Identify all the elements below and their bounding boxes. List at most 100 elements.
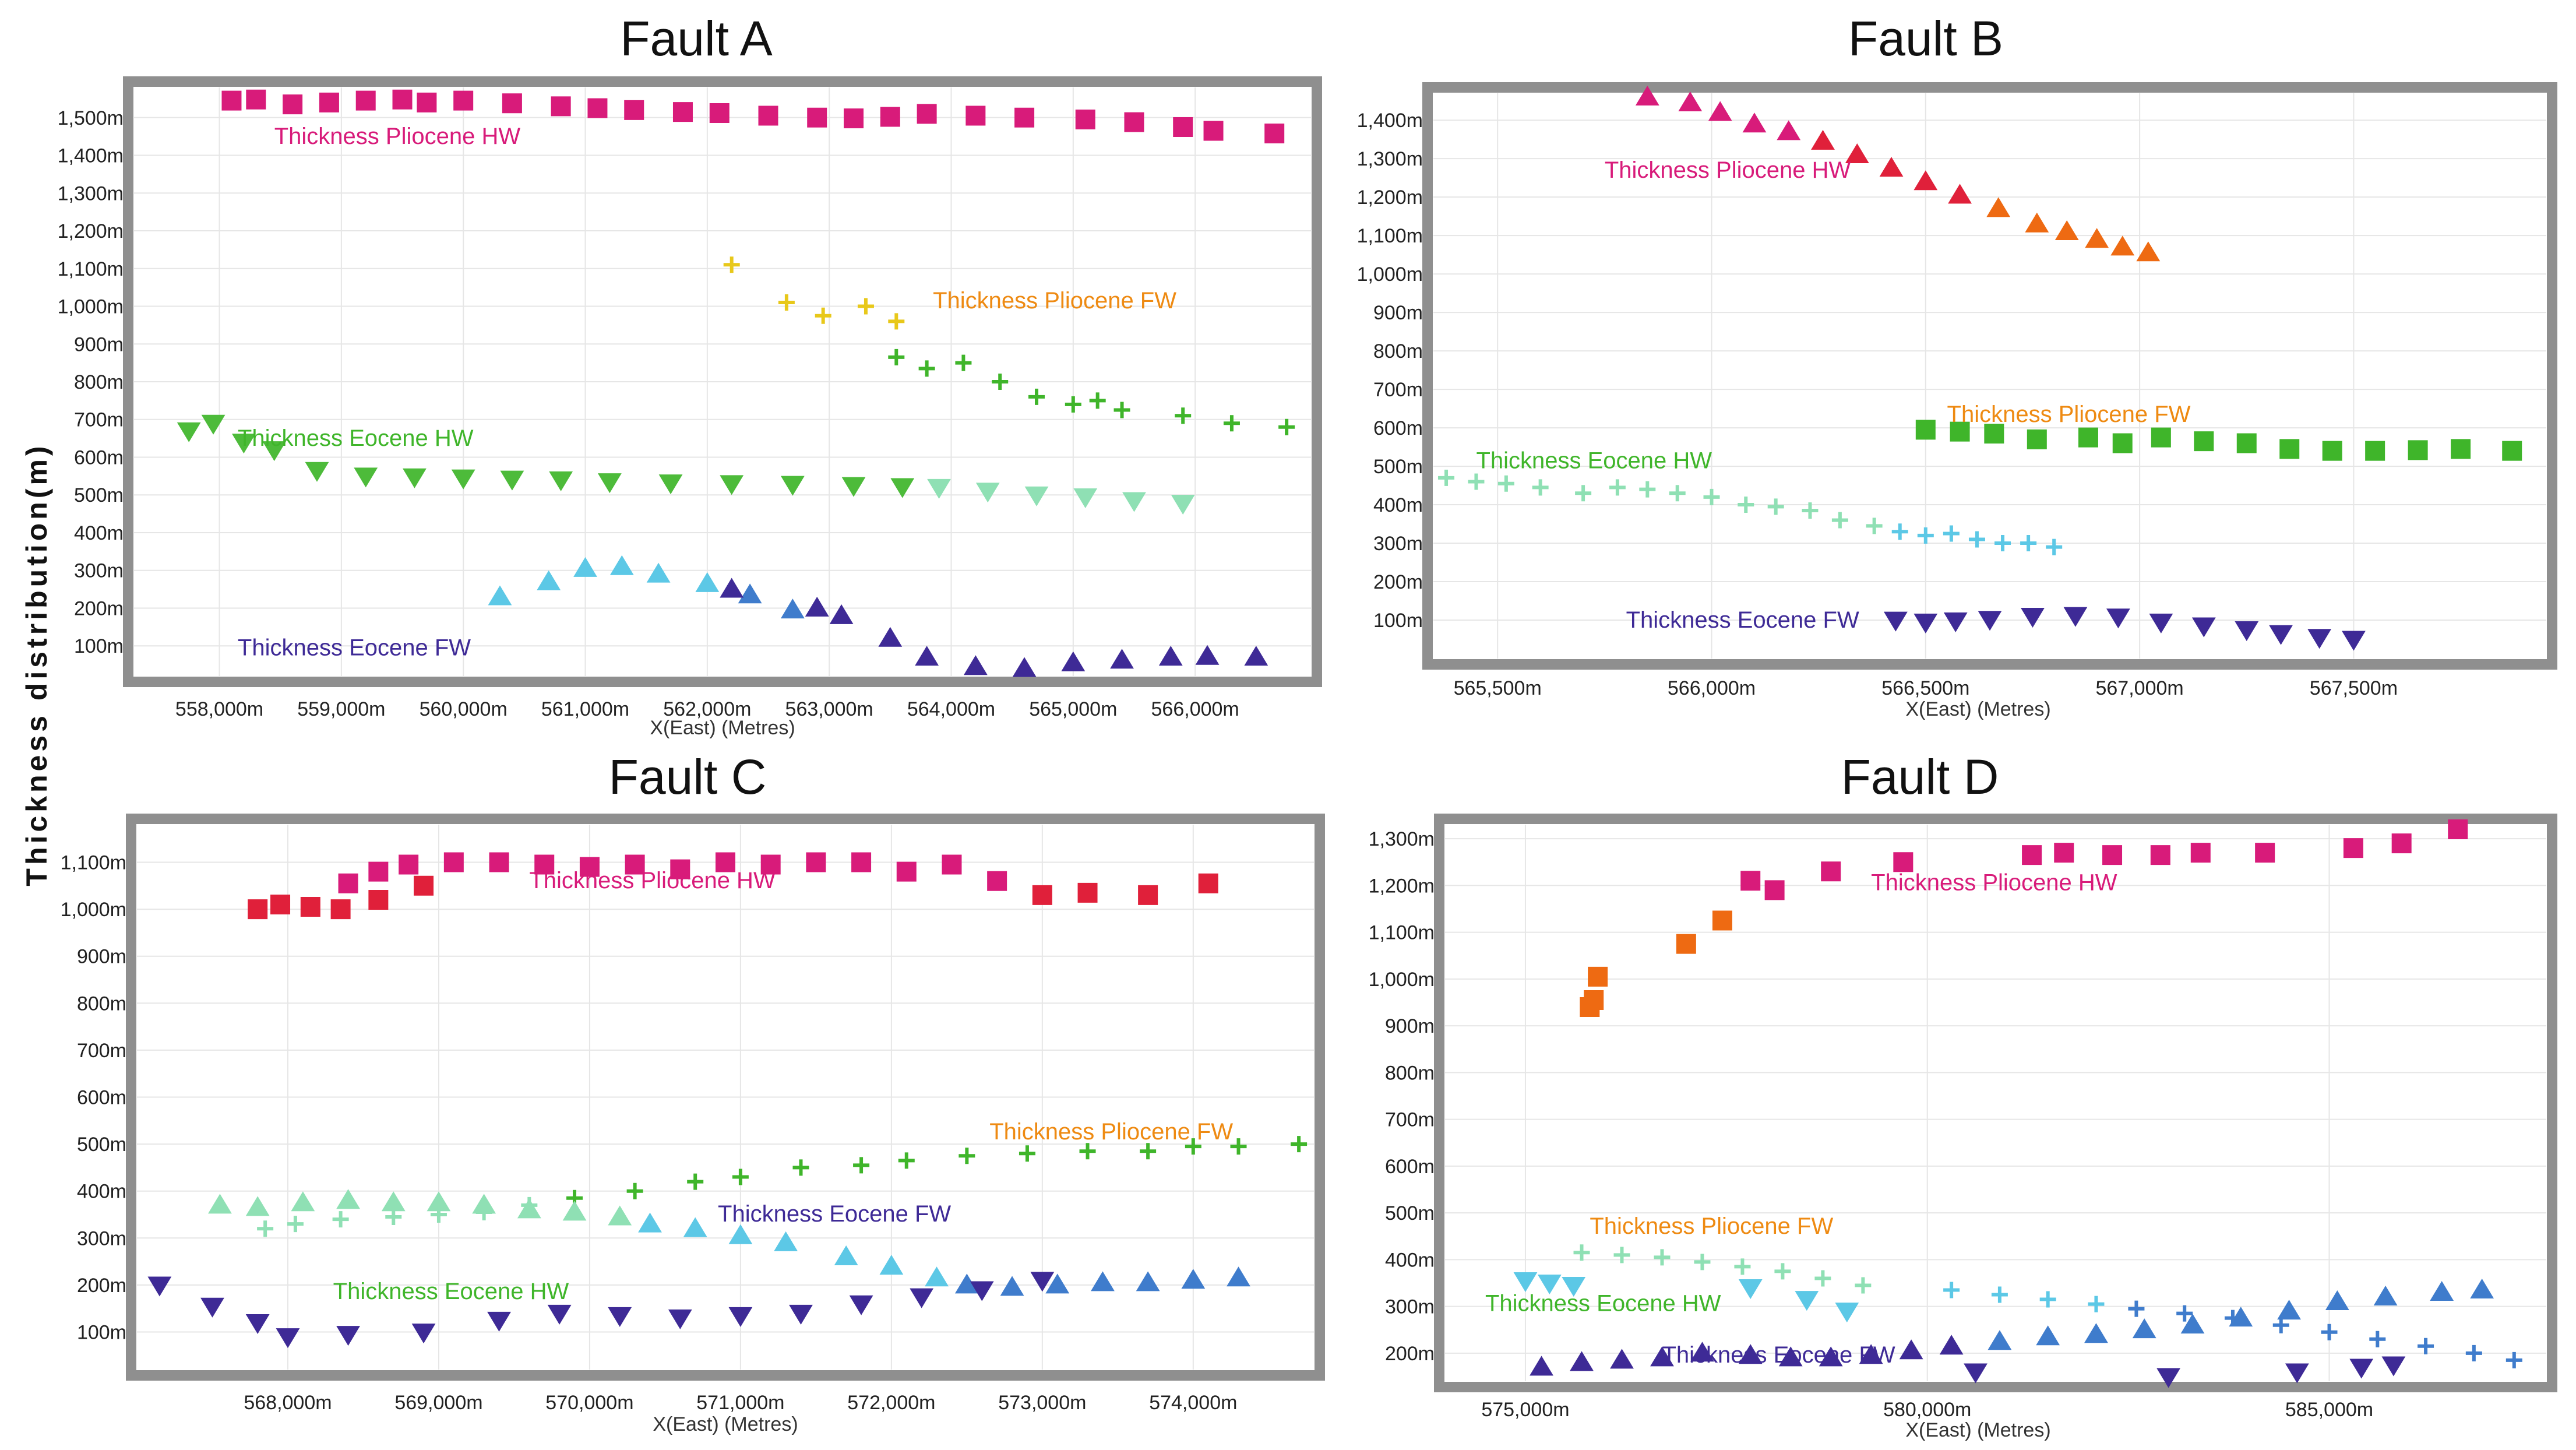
fault-a-point (807, 107, 827, 128)
fault-d-point (2128, 1300, 2145, 1317)
fault-a-point (1073, 488, 1098, 509)
fault-a-x-tick-label: 564,000m (907, 698, 995, 720)
fault-d-y-tick-label: 400m (1385, 1249, 1435, 1271)
fault-c-point (732, 1169, 749, 1185)
fault-d-point (1943, 1282, 1960, 1298)
fault-d-point (1774, 1263, 1791, 1280)
fault-c-point (287, 1216, 304, 1233)
fault-c-x-tick-label: 571,000m (696, 1392, 784, 1414)
fault-a-data-points (177, 89, 1295, 677)
fault-c-series (566, 1136, 1308, 1206)
fault-d-point (2430, 1280, 2454, 1301)
fault-a-y-tick-label: 600m (74, 446, 124, 469)
fault-c-point (208, 1194, 232, 1214)
fault-a-point (917, 104, 937, 124)
fault-c-point (332, 1211, 349, 1228)
fault-c-point (1185, 1138, 1201, 1155)
fault-d-x-tick-label: 575,000m (1481, 1399, 1569, 1421)
fault-a-point (890, 478, 915, 498)
fault-b-point (1948, 184, 1972, 204)
fault-d-point (2349, 1359, 2374, 1379)
fault-c-point (414, 875, 434, 896)
fault-c-point (987, 871, 1007, 891)
fault-d-y-tick-label: 900m (1385, 1015, 1435, 1037)
fault-d-y-tick-label: 300m (1385, 1296, 1435, 1318)
fault-b-point (2063, 607, 2088, 627)
fault-c-series-label: Thickness Pliocene HW (529, 868, 776, 893)
fault-d-point (1939, 1335, 1964, 1355)
fault-a-panel: Fault A X(East) (Metres) 558,000m 559,000… (58, 11, 1322, 739)
fault-a-y-tick-label: 900m (74, 333, 124, 356)
fault-d-point (1859, 1344, 1883, 1364)
fault-c-point (147, 1276, 172, 1297)
fault-a-series (488, 555, 720, 606)
fault-a-x-tick-label: 560,000m (420, 698, 508, 720)
fault-b-point (2027, 429, 2047, 449)
fault-c-point (368, 861, 389, 882)
fault-a-point (1075, 110, 1095, 130)
fault-c-point (608, 1205, 632, 1226)
fault-b-point (1468, 473, 1485, 490)
fault-d-series (1530, 1335, 1964, 1376)
fault-a-point (720, 475, 744, 495)
fault-b-point (2279, 439, 2300, 459)
fault-a-x-tick-label: 559,000m (297, 698, 385, 720)
fault-c-point (336, 1326, 360, 1346)
fault-d-data-points (1513, 819, 2522, 1388)
fault-d-title: Fault D (1841, 749, 1999, 804)
fault-a-y-tick-label: 1,200m (58, 220, 124, 242)
fault-c-point (427, 1191, 451, 1212)
fault-d-point (1893, 852, 1914, 872)
fault-b-point (2191, 617, 2216, 638)
fault-c-point (683, 1217, 707, 1237)
fault-a-point (1065, 396, 1081, 413)
fault-b-point (1708, 101, 1732, 121)
fault-a-point (918, 360, 935, 377)
fault-c-point (638, 1212, 662, 1233)
fault-d-series (1964, 1356, 2406, 1388)
fault-a-series (177, 414, 915, 498)
fault-c-point (879, 1255, 904, 1275)
fault-a-y-tick-label: 1,500m (58, 107, 124, 129)
fault-b-point (1575, 485, 1592, 502)
fault-c-point (1181, 1269, 1206, 1289)
fault-c-series-label: Thickness Eocene FW (718, 1201, 951, 1227)
fault-c-series (338, 852, 1007, 893)
fault-a-point (778, 294, 795, 311)
fault-d-point (1676, 934, 1696, 954)
fault-d-point (1537, 1275, 1562, 1295)
fault-b-point (2451, 439, 2471, 459)
fault-a-y-tick-label: 1,100m (58, 258, 124, 280)
fault-d-point (1570, 1351, 1594, 1371)
fault-a-point (354, 467, 378, 488)
fault-d-series-label: Thickness Eocene FW (1662, 1342, 1895, 1368)
fault-a-point (1173, 117, 1193, 137)
fault-d-point (1964, 1363, 1987, 1384)
fault-a-point (246, 89, 266, 110)
fault-d-point (2088, 1296, 2105, 1312)
fault-d-point (2343, 838, 2363, 858)
fault-d-point (2132, 1318, 2156, 1339)
fault-d-point (2418, 1338, 2434, 1354)
fault-c-point (942, 854, 962, 875)
fault-a-point (955, 354, 972, 371)
fault-b-series (1811, 129, 1972, 204)
fault-d-point (2156, 1368, 2181, 1388)
fault-c-y-tick-label: 300m (77, 1227, 126, 1250)
fault-c-point (1227, 1266, 1250, 1287)
fault-a-point (963, 655, 988, 675)
fault-a-gridlines (134, 87, 1311, 676)
fault-c-point (562, 1201, 587, 1221)
fault-d-series (1740, 819, 2468, 900)
fault-b-point (2055, 220, 2079, 241)
fault-a-point (888, 349, 905, 365)
fault-b-point (1767, 498, 1784, 515)
fault-a-point (780, 476, 805, 496)
fault-a-point (1278, 418, 1295, 435)
fault-d-point (1613, 1247, 1630, 1264)
fault-b-point (1984, 423, 2004, 444)
fault-b-point (2106, 608, 2130, 629)
fault-d-point (2381, 1356, 2406, 1377)
fault-b-y-tick-label: 100m (1373, 610, 1423, 632)
fault-a-point (1014, 107, 1035, 128)
